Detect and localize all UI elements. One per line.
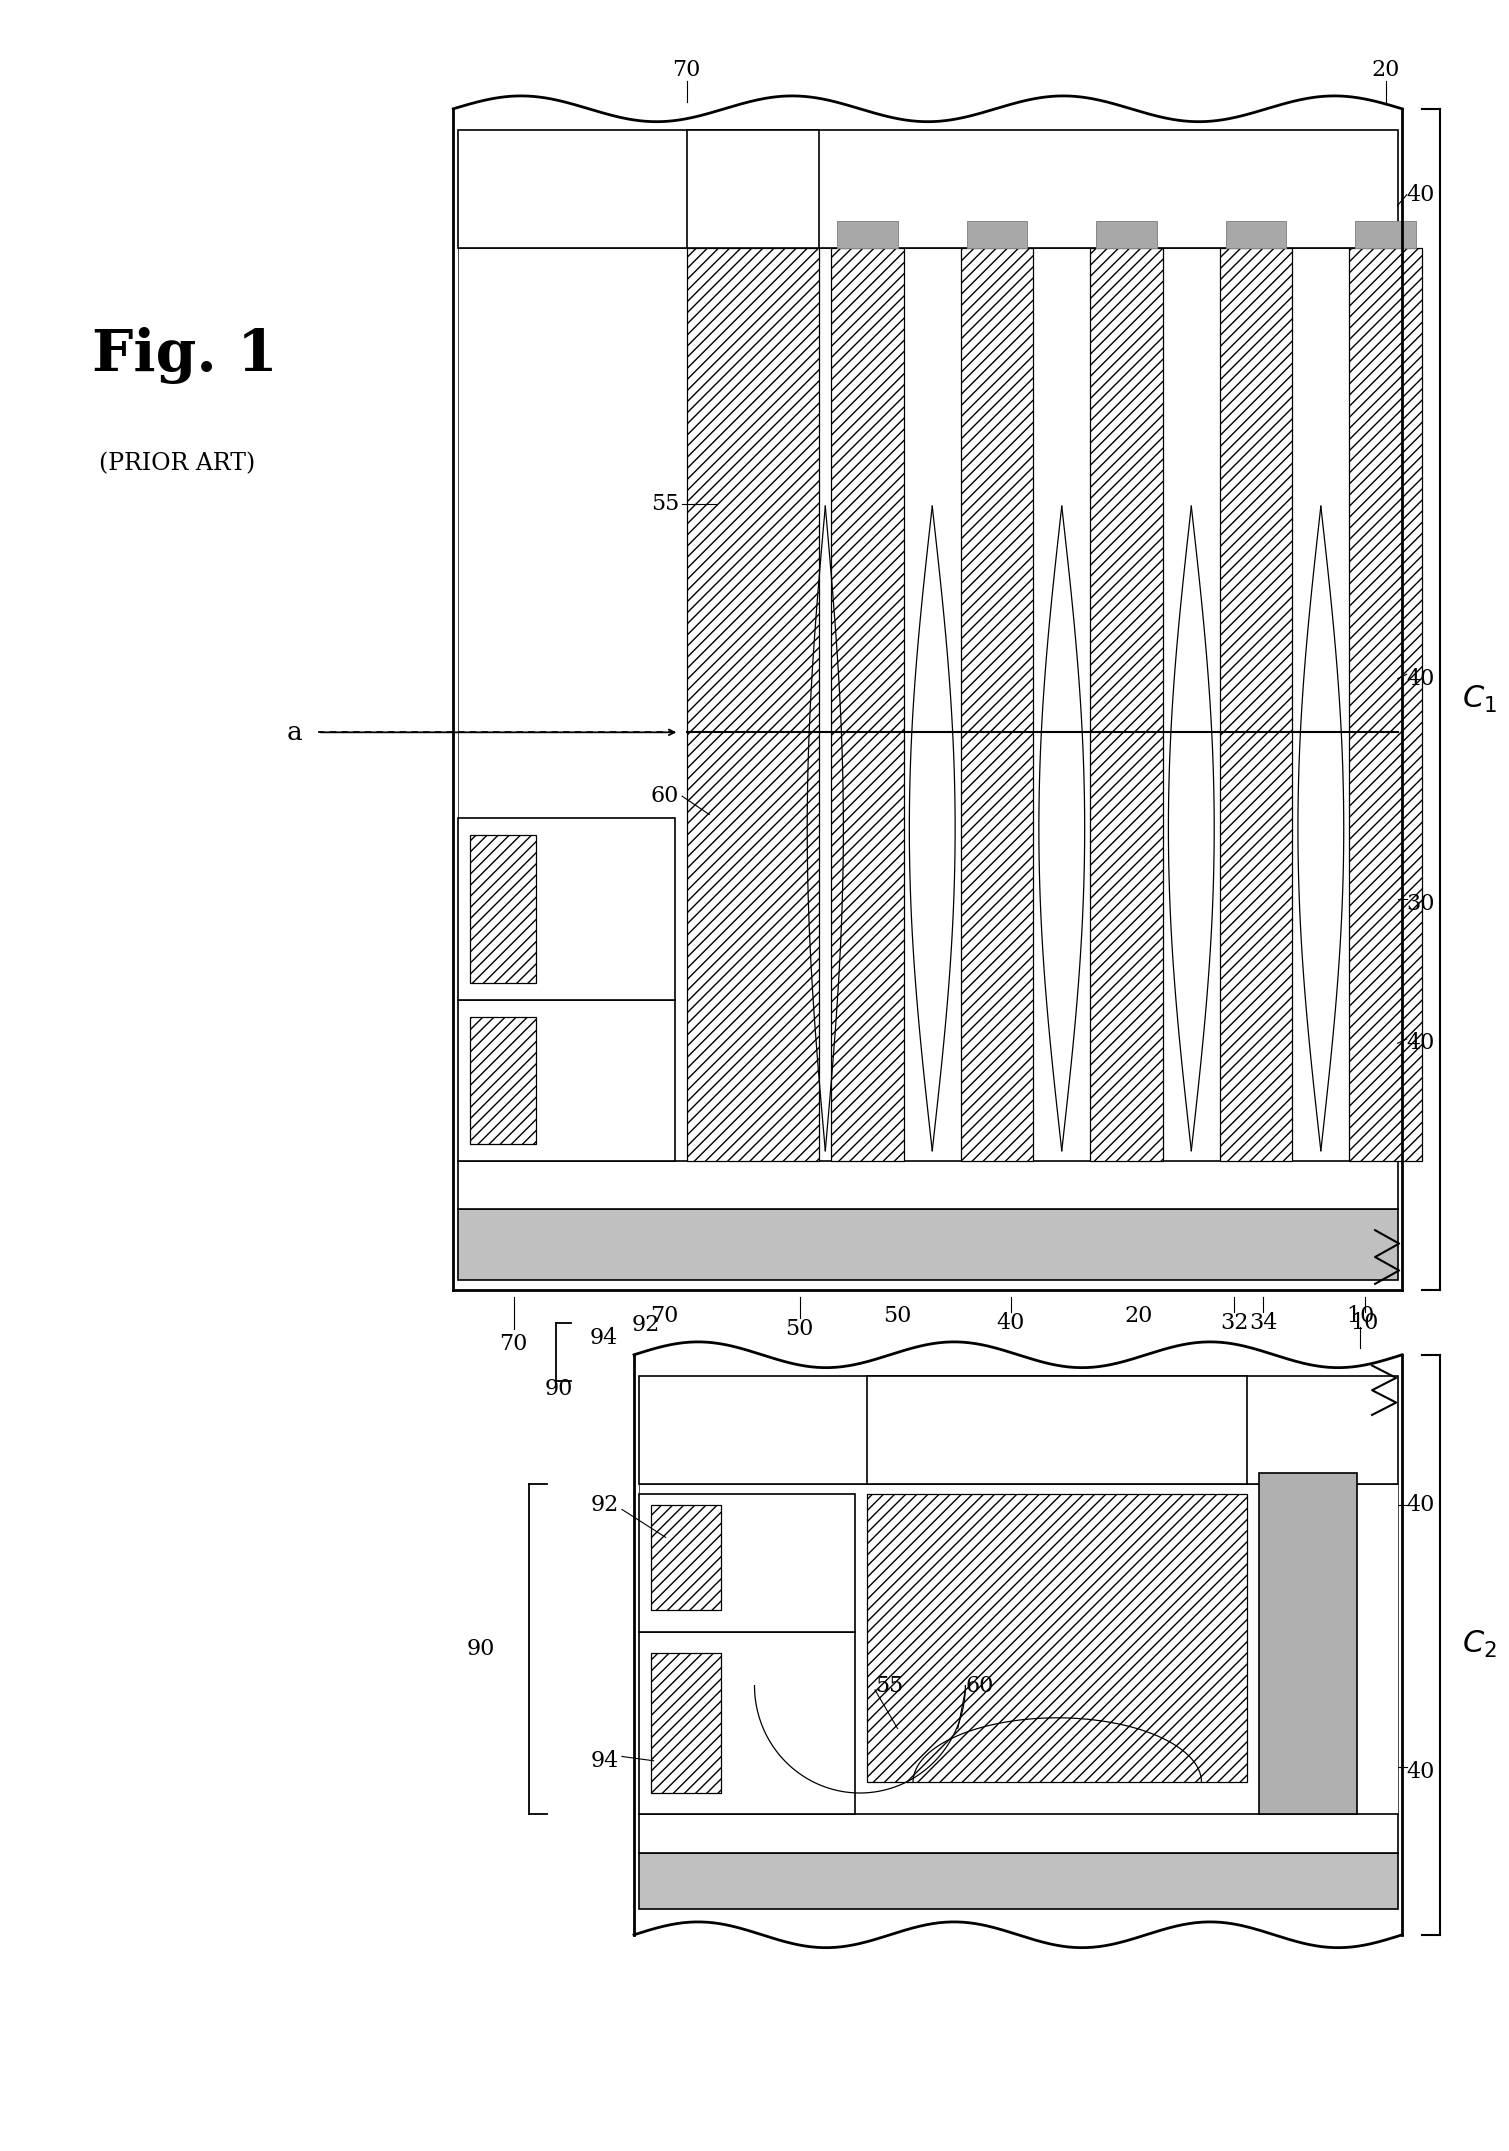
Text: 70: 70 <box>499 1334 528 1355</box>
Text: 40: 40 <box>996 1312 1025 1334</box>
Bar <box>457 1000 675 1162</box>
Text: 92: 92 <box>632 1314 659 1336</box>
Bar <box>457 131 1397 247</box>
Bar <box>1355 222 1415 247</box>
Text: 34: 34 <box>1249 1312 1278 1334</box>
Bar <box>457 817 675 1000</box>
Bar <box>868 1377 1246 1484</box>
Bar <box>650 1506 721 1611</box>
Text: 55: 55 <box>875 1676 904 1697</box>
Bar <box>837 222 898 247</box>
Text: 32: 32 <box>1221 1312 1248 1334</box>
Bar <box>687 247 819 1162</box>
Text: 10: 10 <box>1346 1306 1375 1327</box>
Bar <box>638 1484 1397 1815</box>
Bar <box>638 1815 1397 1854</box>
Text: Fig. 1: Fig. 1 <box>92 327 278 385</box>
Text: 40: 40 <box>1406 1760 1435 1783</box>
Text: 40: 40 <box>1406 183 1435 206</box>
Text: $C_2$: $C_2$ <box>1462 1628 1497 1661</box>
Text: 30: 30 <box>1406 893 1435 914</box>
Text: 55: 55 <box>650 493 679 514</box>
Text: 40: 40 <box>1406 667 1435 690</box>
Bar <box>1091 247 1163 1162</box>
Bar <box>650 1654 721 1794</box>
Bar <box>638 1854 1397 1908</box>
Bar <box>961 247 1034 1162</box>
Text: 50: 50 <box>786 1319 813 1340</box>
Text: 60: 60 <box>650 785 679 807</box>
Text: 70: 70 <box>650 1306 679 1327</box>
Text: 60: 60 <box>966 1676 994 1697</box>
Bar <box>638 1377 1397 1484</box>
Bar <box>1097 222 1157 247</box>
Text: 40: 40 <box>1406 1495 1435 1516</box>
Text: 90: 90 <box>545 1379 573 1400</box>
Bar <box>638 1495 856 1633</box>
Bar <box>457 247 1397 1162</box>
Bar <box>457 1162 1397 1209</box>
Bar <box>967 222 1028 247</box>
Text: (PRIOR ART): (PRIOR ART) <box>100 452 255 475</box>
Text: 92: 92 <box>590 1495 619 1516</box>
Text: 94: 94 <box>590 1327 619 1349</box>
Text: 20: 20 <box>1372 58 1400 82</box>
Bar <box>1259 1473 1357 1815</box>
Bar <box>1225 222 1286 247</box>
Bar <box>457 1209 1397 1280</box>
Bar <box>469 1017 536 1144</box>
Bar <box>469 835 536 983</box>
Text: 20: 20 <box>1124 1306 1153 1327</box>
Text: $C_1$: $C_1$ <box>1462 684 1497 714</box>
Bar <box>1219 247 1292 1162</box>
Bar <box>638 1633 856 1815</box>
Bar <box>687 131 819 247</box>
Text: 50: 50 <box>883 1306 911 1327</box>
Text: a: a <box>287 721 303 744</box>
Text: 40: 40 <box>1406 1032 1435 1054</box>
Bar <box>1349 247 1421 1162</box>
Text: 94: 94 <box>590 1749 619 1772</box>
Text: 10: 10 <box>1351 1312 1379 1334</box>
Text: 70: 70 <box>673 58 700 82</box>
Bar <box>868 1495 1246 1783</box>
Bar <box>831 247 904 1162</box>
Text: 90: 90 <box>468 1639 495 1661</box>
